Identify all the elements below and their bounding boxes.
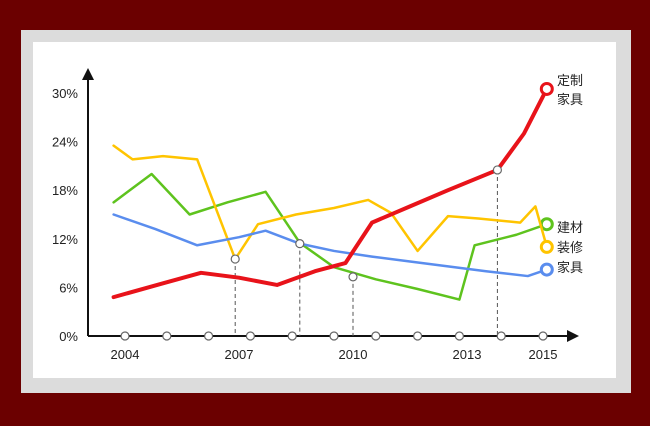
x-tick-label: 2010 <box>339 347 368 362</box>
x-tick-label: 2007 <box>225 347 254 362</box>
annotation-point <box>295 239 305 249</box>
series-end-marker <box>539 262 554 277</box>
series-end-marker <box>539 217 554 232</box>
x-axis-marker <box>245 331 255 341</box>
x-tick-label: 2015 <box>529 347 558 362</box>
y-tick-label: 0% <box>59 329 78 344</box>
x-axis-marker <box>329 331 339 341</box>
y-tick-label: 6% <box>59 280 78 295</box>
x-axis-marker <box>496 331 506 341</box>
annotation-point <box>230 254 240 264</box>
series-label: 定制 <box>557 73 583 88</box>
series-line <box>111 86 549 300</box>
x-axis-marker <box>204 331 214 341</box>
x-axis-marker <box>287 331 297 341</box>
series-line <box>112 144 549 261</box>
x-axis-marker <box>413 331 423 341</box>
x-tick-label: 2004 <box>111 347 140 362</box>
series-label: 建材 <box>557 220 583 235</box>
series-end-marker <box>539 239 554 254</box>
series-label: 装修 <box>557 240 583 255</box>
x-axis-marker <box>538 331 548 341</box>
x-axis-marker <box>371 331 381 341</box>
y-axis-arrow <box>82 68 94 80</box>
series-line <box>112 213 549 278</box>
y-tick-label: 18% <box>52 183 78 198</box>
y-tick-label: 30% <box>52 86 78 101</box>
y-tick-label: 12% <box>52 232 78 247</box>
y-tick-label: 24% <box>52 135 78 150</box>
series-label: 家具 <box>557 92 583 107</box>
annotation-point <box>492 165 502 175</box>
series-end-marker <box>539 81 554 96</box>
x-axis-marker <box>120 331 130 341</box>
series-label: 家具 <box>557 260 583 275</box>
x-axis-arrow <box>567 330 579 342</box>
annotation-point <box>348 272 358 282</box>
x-axis-marker <box>454 331 464 341</box>
x-tick-label: 2013 <box>453 347 482 362</box>
x-axis-marker <box>162 331 172 341</box>
